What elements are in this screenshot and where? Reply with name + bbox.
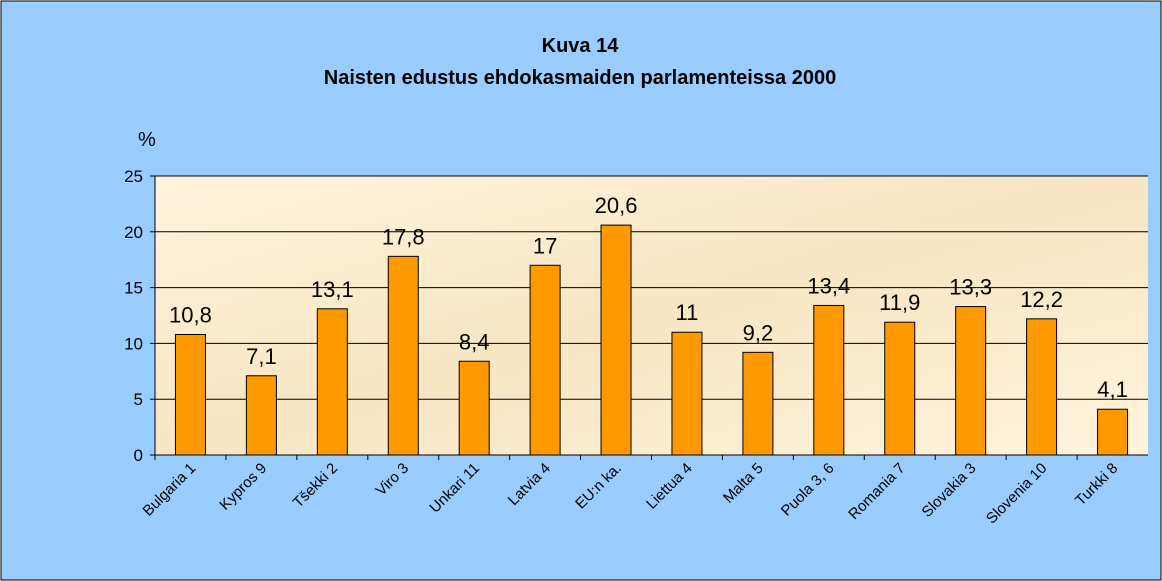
y-axis-label: % (138, 129, 156, 151)
bar (600, 224, 632, 456)
bar (174, 333, 206, 456)
y-tick-label: 10 (124, 334, 143, 353)
value-label: 4,1 (1097, 377, 1128, 402)
bar (742, 351, 774, 456)
value-label: 20,6 (595, 193, 638, 218)
y-tick-label: 0 (134, 446, 143, 465)
bar (316, 308, 348, 456)
y-tick-label: 5 (134, 390, 143, 409)
y-tick-label: 15 (124, 279, 143, 298)
bar (1097, 408, 1129, 456)
value-label: 9,2 (743, 320, 774, 345)
bar (813, 304, 845, 456)
value-label: 12,2 (1020, 287, 1063, 312)
value-label: 8,4 (459, 329, 490, 354)
value-label: 13,3 (949, 275, 992, 300)
bar (245, 375, 277, 456)
bar (955, 306, 987, 456)
bar (529, 264, 561, 456)
value-label: 13,1 (311, 277, 354, 302)
value-label: 10,8 (169, 302, 212, 327)
value-label: 17,8 (382, 224, 425, 249)
chart-title: Kuva 14 (542, 35, 620, 57)
y-tick-label: 25 (124, 167, 143, 186)
bar (671, 331, 703, 456)
bar (884, 321, 916, 456)
value-label: 7,1 (246, 344, 277, 369)
bar (387, 255, 419, 456)
chart-subtitle: Naisten edustus ehdokasmaiden parlamente… (324, 67, 836, 89)
value-label: 17 (533, 233, 557, 258)
plot-area (155, 176, 1148, 455)
value-label: 13,4 (807, 273, 850, 298)
bar (458, 360, 490, 456)
bar (1026, 318, 1058, 456)
value-label: 11,9 (879, 290, 920, 315)
y-tick-label: 20 (124, 223, 143, 242)
value-label: 11 (676, 300, 699, 325)
